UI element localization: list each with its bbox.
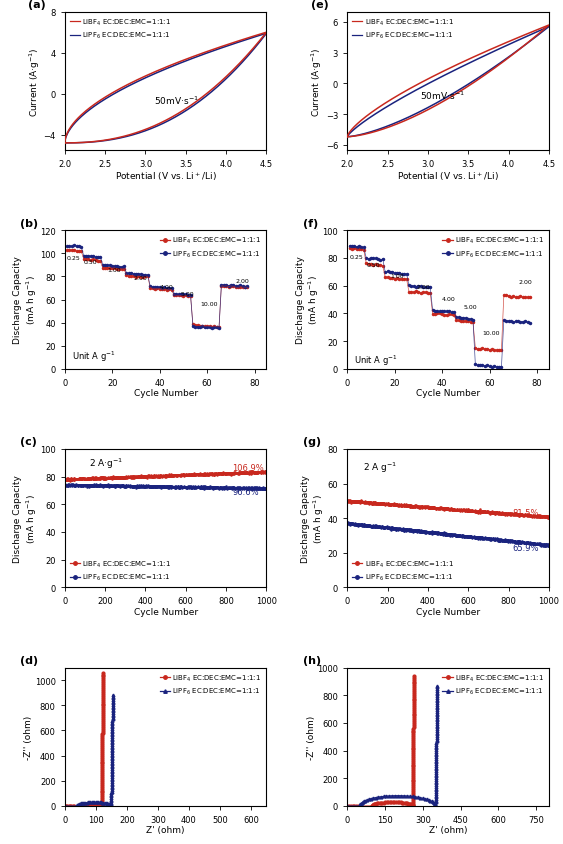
Text: 2.00: 2.00 [518, 279, 532, 284]
X-axis label: Potential (V vs. Li$^+$/Li): Potential (V vs. Li$^+$/Li) [115, 170, 217, 183]
Text: (b): (b) [20, 219, 38, 228]
Text: 2.00: 2.00 [236, 279, 249, 284]
Text: (e): (e) [311, 0, 329, 10]
X-axis label: Cycle Number: Cycle Number [133, 607, 198, 616]
Text: (d): (d) [20, 655, 38, 665]
Text: 2.00: 2.00 [133, 275, 148, 280]
Legend: LiBF$_4$ EC:DEC:EMC=1:1:1, LiPF$_6$ EC:DEC:EMC=1:1:1: LiBF$_4$ EC:DEC:EMC=1:1:1, LiPF$_6$ EC:D… [68, 558, 173, 584]
Text: 5.00: 5.00 [463, 305, 477, 310]
X-axis label: Cycle Number: Cycle Number [133, 388, 198, 398]
Legend: LiBF$_4$ EC:DEC:EMC=1:1:1, LiPF$_6$ EC:DEC:EMC=1:1:1: LiBF$_4$ EC:DEC:EMC=1:1:1, LiPF$_6$ EC:D… [159, 235, 263, 261]
Legend: LiBF$_4$ EC:DEC:EMC=1:1:1, LiPF$_6$ EC:DEC:EMC=1:1:1: LiBF$_4$ EC:DEC:EMC=1:1:1, LiPF$_6$ EC:D… [159, 671, 263, 698]
X-axis label: Cycle Number: Cycle Number [416, 607, 480, 616]
Legend: LiBF$_4$ EC:DEC:EMC=1:1:1, LiPF$_6$ EC:DEC:EMC=1:1:1: LiBF$_4$ EC:DEC:EMC=1:1:1, LiPF$_6$ EC:D… [441, 235, 546, 261]
X-axis label: Z' (ohm): Z' (ohm) [146, 825, 185, 835]
Text: (f): (f) [303, 219, 318, 228]
Text: 50mV·s$^{-1}$: 50mV·s$^{-1}$ [420, 89, 464, 101]
X-axis label: Z' (ohm): Z' (ohm) [429, 825, 467, 835]
Text: 96.6%: 96.6% [232, 487, 259, 496]
Legend: LiBF$_4$ EC:DEC:EMC=1:1:1, LiPF$_6$ EC:DEC:EMC=1:1:1: LiBF$_4$ EC:DEC:EMC=1:1:1, LiPF$_6$ EC:D… [351, 16, 455, 43]
Text: 1.00: 1.00 [390, 274, 404, 279]
Text: (h): (h) [303, 655, 321, 665]
Legend: LiBF$_4$ EC:DEC:EMC=1:1:1, LiPF$_6$ EC:DEC:EMC=1:1:1: LiBF$_4$ EC:DEC:EMC=1:1:1, LiPF$_6$ EC:D… [351, 558, 455, 584]
Y-axis label: Discharge Capacity
(mA h g$^{-1}$): Discharge Capacity (mA h g$^{-1}$) [13, 257, 39, 344]
Text: 0.50: 0.50 [84, 259, 97, 264]
Legend: LiBF$_4$ EC:DEC:EMC=1:1:1, LiPF$_6$ EC:DEC:EMC=1:1:1: LiBF$_4$ EC:DEC:EMC=1:1:1, LiPF$_6$ EC:D… [441, 671, 546, 698]
Text: (g): (g) [303, 436, 321, 446]
Y-axis label: Discharge Capacity
(mA h g$^{-1}$): Discharge Capacity (mA h g$^{-1}$) [301, 474, 326, 562]
Text: 106.9%: 106.9% [232, 463, 264, 473]
Text: 4.00: 4.00 [442, 296, 456, 301]
Text: 2.00: 2.00 [416, 285, 430, 290]
Text: 2 A g$^{-1}$: 2 A g$^{-1}$ [363, 460, 397, 474]
Text: 4.00: 4.00 [160, 284, 173, 289]
Text: 2 A·g$^{-1}$: 2 A·g$^{-1}$ [89, 456, 123, 470]
Text: 50mV·s$^{-1}$: 50mV·s$^{-1}$ [154, 95, 198, 107]
Text: 5.00: 5.00 [181, 291, 195, 296]
Text: (a): (a) [29, 0, 46, 10]
Y-axis label: Current (A·g$^{-1}$): Current (A·g$^{-1}$) [28, 47, 42, 116]
Text: 0.50: 0.50 [366, 263, 380, 268]
Y-axis label: Discharge Capacity
(mA h g$^{-1}$): Discharge Capacity (mA h g$^{-1}$) [296, 257, 321, 344]
Text: 0.25: 0.25 [350, 255, 363, 260]
Text: 10.00: 10.00 [200, 302, 217, 307]
X-axis label: Cycle Number: Cycle Number [416, 388, 480, 398]
Legend: LiBF$_4$ EC:DEC:EMC=1:1:1, LiPF$_6$ EC:DEC:EMC=1:1:1: LiBF$_4$ EC:DEC:EMC=1:1:1, LiPF$_6$ EC:D… [68, 16, 173, 43]
Y-axis label: -Z'' (ohm): -Z'' (ohm) [24, 715, 33, 759]
X-axis label: Potential (V vs. Li$^+$/Li): Potential (V vs. Li$^+$/Li) [397, 170, 499, 183]
Y-axis label: -Z'' (ohm): -Z'' (ohm) [307, 715, 316, 759]
Text: 10.00: 10.00 [482, 331, 500, 336]
Text: (c): (c) [20, 436, 37, 446]
Text: 1.00: 1.00 [108, 268, 121, 273]
Text: 81.5%: 81.5% [513, 509, 539, 517]
Text: Unit A g$^{-1}$: Unit A g$^{-1}$ [72, 349, 115, 364]
Text: 65.9%: 65.9% [513, 544, 539, 553]
Y-axis label: Current (A·g$^{-1}$): Current (A·g$^{-1}$) [310, 47, 324, 116]
Text: Unit A g$^{-1}$: Unit A g$^{-1}$ [354, 354, 398, 368]
Y-axis label: Discharge Capacity
(mA h g$^{-1}$): Discharge Capacity (mA h g$^{-1}$) [13, 474, 39, 562]
Text: 0.25: 0.25 [67, 256, 81, 261]
